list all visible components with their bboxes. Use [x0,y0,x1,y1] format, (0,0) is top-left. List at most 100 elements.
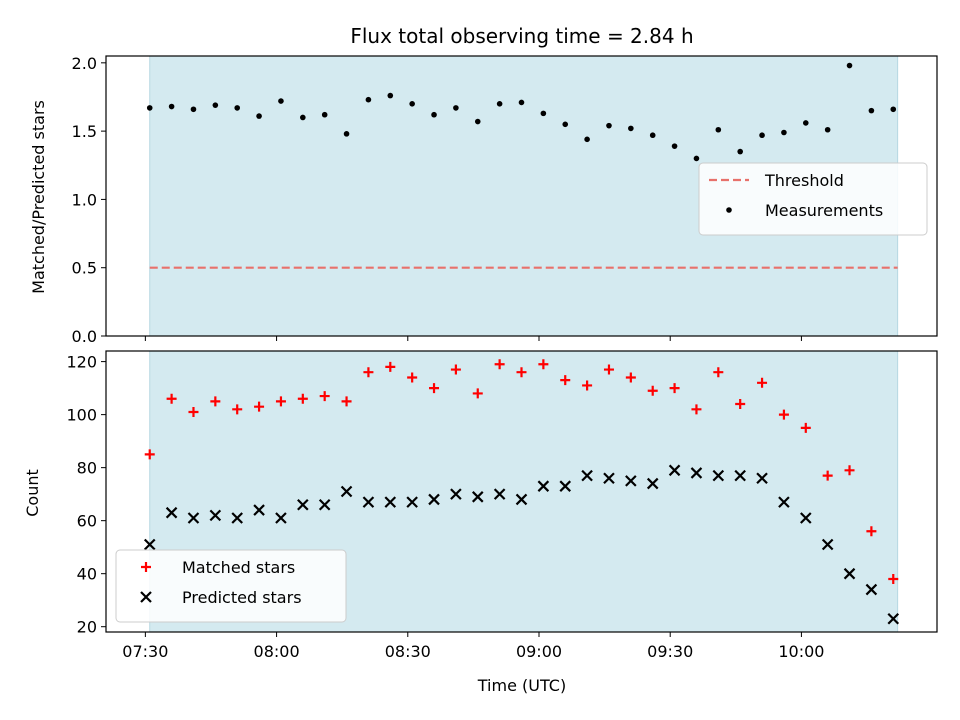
matched-stars-point [429,383,440,394]
matched-stars-point [254,401,265,412]
top-legend: Threshold Measurements [698,162,928,236]
predicted-stars-point [603,472,615,485]
matched-stars-point [669,383,680,394]
measurement-point [431,111,437,118]
top-y-tick-label: 1.0 [72,190,97,209]
top-y-tick-label: 2.0 [72,54,97,73]
top-y-tick-label: 1.5 [72,122,97,141]
measurement-point [540,110,547,117]
legend-measurements-marker [726,207,732,213]
measurement-point [278,98,284,104]
matched-stars-point [844,465,855,476]
bottom-legend: Matched stars Predicted stars [115,549,347,623]
measurement-point [649,132,656,139]
measurement-point [715,126,722,133]
measurement-point [628,125,634,132]
count-panel: 20 40 60 80 100 120 07:30 08:00 08:30 09:00 09:30 1… [66,350,938,661]
measurement-point [146,105,153,111]
measurement-point [671,143,678,149]
predicted-stars-point [865,583,878,596]
bottom-axes-frame [105,350,938,633]
measurement-point [496,101,503,107]
measurement-point [409,101,415,107]
measurement-point [693,155,700,162]
predicted-stars-point [843,567,856,580]
measurement-point [365,96,372,103]
top-y-tick-label: 0.0 [72,327,97,346]
x-tick-label: 07:30 [122,642,168,661]
legend-label: Matched stars [182,558,295,577]
predicted-stars-point [428,493,440,506]
predicted-stars-point [800,512,812,524]
x-tick-label: 10:00 [778,642,824,661]
matched-stars-point [625,372,636,383]
predicted-stars-point [209,509,222,522]
chart-title: Flux total observing time = 2.84 h [350,24,693,48]
measurement-point [824,126,831,133]
matched-stars-point [232,404,243,415]
measurement-point [781,129,787,136]
matched-stars-point [647,385,658,396]
predicted-stars-point [756,472,768,485]
matched-stars-point [319,391,330,402]
predicted-stars-point [318,498,331,511]
matched-stars-point [144,449,155,460]
matched-stars-point [363,367,374,378]
predicted-stars-point [712,469,725,482]
bottom-y-axis-label: Count [23,469,42,517]
legend-label: Threshold [764,171,844,190]
measurement-point [256,113,262,119]
bottom-y-tick-label: 120 [66,353,97,372]
x-axis-label: Time (UTC) [477,676,566,695]
measurement-point [190,106,197,113]
measurement-point [606,122,612,129]
predicted-stars-point [690,467,703,479]
matched-stars-point [735,399,746,410]
top-legend-box [698,162,928,236]
predicted-stars-point [362,496,375,508]
x-tick-label: 08:00 [254,642,300,661]
measurement-point [168,103,175,110]
matched-stars-point [757,377,768,388]
bottom-y-tick-label: 80 [77,459,97,478]
matched-stars-point [385,361,396,372]
measurement-point [212,102,219,108]
predicted-stars-point [493,488,506,500]
matched-stars-point [560,375,571,386]
matched-stars-point [800,422,811,433]
matched-stars-point [866,526,877,537]
measurement-point [453,105,459,111]
matched-stars-point [494,359,505,370]
predicted-stars-point [668,464,681,477]
predicted-stars-point [537,480,550,492]
matched-stars-point [297,393,308,404]
matched-stars-point [166,393,177,404]
x-tick-label: 08:30 [385,642,431,661]
predicted-stars-point [340,485,353,498]
legend-matched-marker [141,562,151,572]
measurement-point [518,99,525,106]
x-tick-label: 09:00 [516,642,562,661]
predicted-stars-point [297,498,309,511]
matched-stars-point [341,396,352,407]
predicted-stars-point [406,496,418,508]
top-y-axis-label: Matched/Predicted stars [29,100,48,294]
measurement-point [234,105,241,111]
bottom-y-tick-label: 20 [77,618,97,637]
matched-stars-point [450,364,461,375]
predicted-stars-point [275,512,287,524]
matched-stars-point [516,367,527,378]
matched-stars-point [822,470,833,481]
measurement-point [802,120,809,126]
matched-stars-point [888,573,899,584]
predicted-stars-point [734,469,746,482]
measurement-point [737,148,743,155]
predicted-stars-point [887,612,900,625]
measurement-point [562,121,569,128]
legend-predicted-marker [140,591,152,603]
measurement-point [387,92,394,99]
predicted-stars-point [143,538,156,551]
measurement-point [321,111,328,118]
predicted-stars-point [515,493,528,506]
measurement-point [584,136,590,143]
